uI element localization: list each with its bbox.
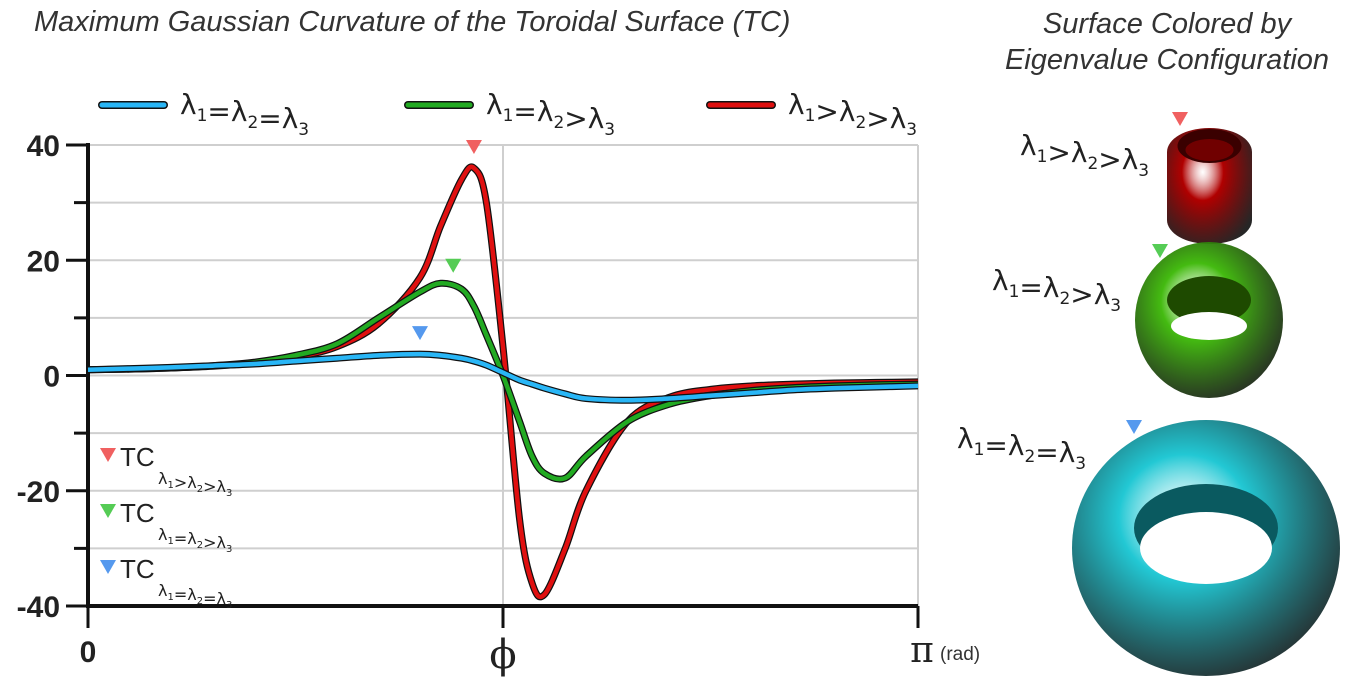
torus-green-label: λ1=λ2>λ3	[992, 264, 1121, 316]
torus-green-hole	[1171, 312, 1247, 340]
torus-green-marker	[1152, 244, 1168, 258]
legend-label: λ1>λ2>λ3	[788, 88, 917, 140]
marker-legend-sub: λ1=λ2=λ3	[158, 581, 232, 611]
chart-title: Maximum Gaussian Curvature of the Toroid…	[34, 6, 791, 38]
marker-legend-icon	[100, 448, 116, 462]
x-tick-label-pi: π	[910, 630, 934, 671]
peak-marker	[465, 140, 482, 155]
side-title-line2: Eigenvalue Configuration	[1004, 44, 1330, 76]
marker-legend-prefix: TC	[120, 442, 155, 472]
y-tick-label: -20	[17, 476, 60, 509]
marker-legend-icon	[100, 560, 116, 574]
marker-legend-sub: λ1>λ2>λ3	[158, 469, 232, 499]
torus-cyan-hole	[1140, 512, 1272, 584]
torus-cyan-label: λ1=λ2=λ3	[957, 422, 1086, 474]
torus-red-marker	[1172, 112, 1188, 126]
peak-marker	[445, 258, 462, 273]
marker-legend-icon	[100, 504, 116, 518]
torus-cyan-marker	[1126, 420, 1142, 434]
side-panel-title: Surface Colored by Eigenvalue Configurat…	[982, 6, 1352, 78]
x-tick-label-phi: ϕ	[489, 632, 516, 678]
y-tick-label: 40	[27, 130, 60, 163]
series-line-1	[87, 351, 919, 403]
marker-legend-sub: λ1=λ2>λ3	[158, 525, 232, 555]
marker-legend-prefix: TC	[120, 498, 155, 528]
y-tick-label: -40	[17, 591, 60, 624]
torus-green-hole-shadow	[1167, 276, 1251, 324]
torus-red-inner	[1185, 139, 1234, 161]
marker-legend-prefix: TC	[120, 554, 155, 584]
x-unit-label: (rad)	[940, 644, 980, 665]
x-tick-label-zero: 0	[80, 636, 97, 669]
legend-label: λ1=λ2=λ3	[180, 88, 309, 140]
legend-label: λ1=λ2>λ3	[486, 88, 615, 140]
torus-red-label: λ1>λ2>λ3	[1020, 129, 1149, 181]
y-tick-label: 0	[43, 361, 60, 394]
y-tick-label: 20	[27, 245, 60, 278]
line-chart: 40 20 0 -20 -40 0 ϕ π (rad) λ1=λ2=λ3 λ1=λ2>λ3 λ1>λ2…	[17, 88, 980, 678]
peak-marker	[412, 326, 428, 341]
side-title-line1: Surface Colored by	[1042, 8, 1292, 40]
